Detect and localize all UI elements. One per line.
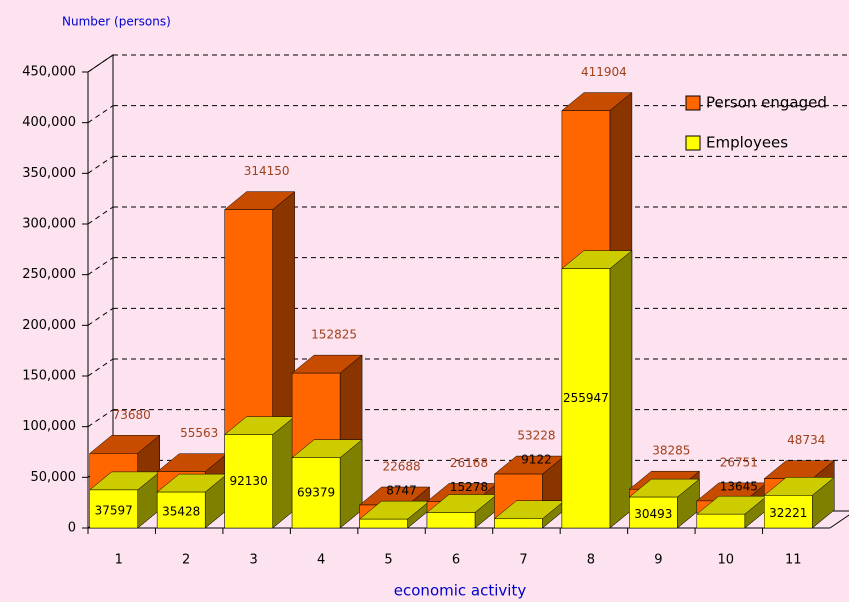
- bar: [156, 491, 206, 529]
- legend-label: Employees: [706, 134, 788, 152]
- legend-label: Person engaged: [706, 94, 827, 112]
- value-label: 411904: [581, 65, 627, 79]
- bar: [224, 434, 273, 529]
- y-tick-label: 200,000: [22, 318, 76, 333]
- y-tick-label: 400,000: [22, 115, 76, 130]
- value-label: 37597: [95, 503, 133, 517]
- x-tick-label: 10: [718, 553, 735, 568]
- y-axis-label: Number (persons): [62, 15, 171, 29]
- legend-swatch: [685, 135, 701, 151]
- y-tick-label: 100,000: [22, 419, 76, 434]
- y-tick-label: 250,000: [22, 267, 76, 282]
- value-label: 73680: [113, 408, 151, 422]
- value-label: 53228: [517, 429, 555, 443]
- value-label: 48734: [787, 433, 825, 447]
- x-tick-label: 11: [785, 553, 802, 568]
- x-tick-label: 5: [384, 553, 392, 568]
- bar: [696, 513, 746, 529]
- value-label: 35428: [162, 505, 200, 519]
- value-label: 30493: [634, 507, 672, 521]
- legend-swatch: [685, 95, 701, 111]
- value-label: 152825: [311, 328, 357, 342]
- y-tick-label: 50,000: [31, 470, 77, 485]
- x-tick-label: 1: [115, 553, 123, 568]
- value-label: 69379: [297, 485, 335, 499]
- value-label: 32221: [769, 506, 807, 520]
- y-tick-label: 350,000: [22, 166, 76, 181]
- bar: [426, 512, 476, 529]
- y-tick-label: 450,000: [22, 65, 76, 80]
- bar: [494, 518, 543, 529]
- x-tick-label: 7: [519, 553, 527, 568]
- bar: [629, 496, 678, 529]
- x-tick-label: 8: [587, 553, 595, 568]
- bar-side: [609, 250, 633, 529]
- y-tick-label: 300,000: [22, 217, 76, 232]
- value-label: 26168: [450, 456, 488, 470]
- value-label: 9122: [521, 453, 552, 467]
- x-tick-label: 9: [654, 553, 662, 568]
- bar: [89, 489, 138, 529]
- y-tick-label: 150,000: [22, 369, 76, 384]
- value-label: 8747: [386, 484, 417, 498]
- value-label: 13645: [720, 479, 758, 493]
- bar-side: [272, 416, 295, 529]
- x-tick-label: 3: [249, 553, 257, 568]
- value-label: 38285: [652, 444, 690, 458]
- value-label: 92130: [230, 474, 268, 488]
- x-tick-label: 2: [182, 553, 190, 568]
- y-tick-label: 0: [68, 521, 76, 536]
- value-label: 255947: [563, 391, 609, 405]
- bar: [359, 518, 408, 529]
- value-label: 55563: [180, 426, 218, 440]
- x-tick-label: 6: [452, 553, 460, 568]
- bar: [291, 457, 341, 529]
- bar: [764, 495, 813, 529]
- value-label: 314150: [244, 164, 290, 178]
- bar: [561, 268, 611, 529]
- x-tick-label: 4: [317, 553, 325, 568]
- value-label: 26751: [720, 455, 758, 469]
- value-label: 15278: [450, 480, 488, 494]
- value-label: 22688: [382, 460, 420, 474]
- x-axis-label: economic activity: [394, 582, 527, 600]
- floor-right: [829, 514, 849, 529]
